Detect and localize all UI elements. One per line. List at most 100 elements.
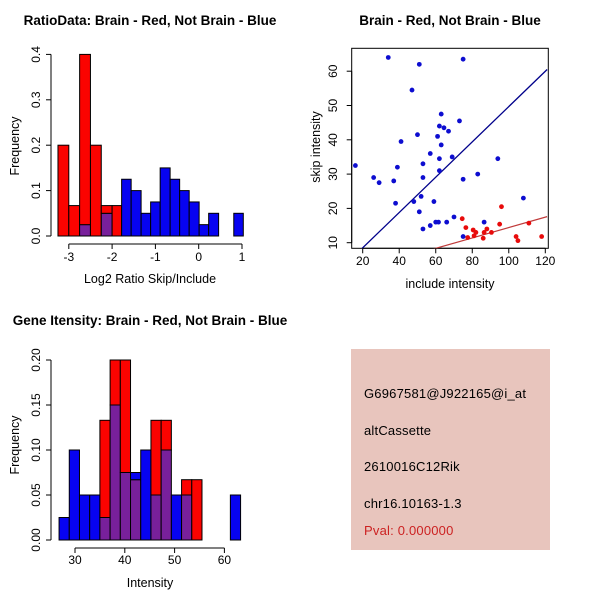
hist-bar-red	[89, 144, 102, 237]
gene-hist-xlabel: Intensity	[126, 576, 174, 590]
hist-bar-blue	[198, 224, 210, 237]
blue-point	[352, 163, 358, 168]
red-point	[489, 230, 494, 235]
blue-point	[376, 180, 382, 186]
hist-bar-blue	[130, 190, 142, 237]
hist-bar-red	[191, 479, 203, 541]
panel-info-box: G6967581@J922165@i_at altCassette 261001…	[300, 300, 600, 600]
hist-bar-overlap	[99, 517, 111, 541]
hist-bar-blue	[159, 167, 171, 237]
x-tick-label: 40	[393, 254, 407, 268]
hist-bar-blue	[68, 449, 80, 541]
blue-point	[415, 132, 420, 138]
hist-bar-red	[68, 205, 81, 237]
scatter-title: Brain - Red, Not Brain - Blue	[359, 13, 541, 28]
blue-point	[436, 123, 442, 129]
hist-bar-blue	[170, 494, 183, 541]
y-tick-label: 20	[326, 201, 340, 215]
scatter-ylabel: skip intensity	[309, 111, 323, 183]
hist-bar-blue	[58, 517, 70, 541]
red-point	[480, 235, 486, 241]
blue-point	[409, 87, 415, 93]
x-tick-label: 40	[118, 553, 132, 567]
blue-point	[457, 118, 462, 124]
y-tick-label: 0.05	[29, 483, 43, 507]
hist-bar-red	[79, 53, 91, 226]
blue-point	[436, 219, 441, 225]
blue-point	[427, 151, 433, 156]
blue-point	[441, 125, 447, 131]
y-tick-label: 0.20	[29, 348, 43, 372]
blue-point	[411, 199, 417, 204]
blue-point	[435, 133, 440, 139]
panel-gene-intensity-histogram: Gene Itensity: Brain - Red, Not Brain - …	[0, 300, 300, 600]
hist-bar-red	[99, 419, 111, 518]
blue-point	[520, 195, 526, 201]
hist-bar-blue	[179, 190, 190, 237]
blue-point	[460, 56, 466, 62]
hist-bar-red	[150, 419, 162, 496]
red-point	[499, 204, 504, 210]
event-type: altCassette	[364, 423, 432, 438]
y-tick-label: 0.10	[29, 438, 43, 462]
hist-bar-red	[100, 205, 113, 214]
blue-point	[371, 175, 377, 180]
blue-point	[481, 219, 487, 225]
hist-bar-blue	[169, 178, 181, 237]
hist-bar-red	[181, 479, 193, 496]
blue-point	[416, 61, 422, 67]
hist-bar-overlap	[79, 224, 91, 237]
hist-bar-blue	[130, 472, 142, 481]
panel-ratio-histogram: RatioData: Brain - Red, Not Brain - Blue…	[0, 0, 300, 300]
blue-point	[420, 175, 426, 180]
x-tick-label: -3	[63, 250, 74, 264]
blue-point	[420, 226, 426, 232]
hist-bar-overlap	[119, 472, 132, 541]
blue-point	[444, 219, 450, 225]
blue-point	[451, 214, 457, 220]
ratio-hist-ylabel: Frequency	[8, 116, 22, 176]
x-tick-label: 30	[68, 553, 82, 567]
hist-bar-red	[57, 144, 70, 237]
blue-point	[431, 199, 437, 204]
y-tick-label: 0.00	[29, 528, 43, 552]
blue-point	[436, 168, 442, 174]
blue-point	[475, 171, 481, 177]
gene-symbol: 2610016C12Rik	[364, 459, 460, 474]
ratio-hist-xlabel: Log2 Ratio Skip/Include	[83, 272, 217, 286]
y-tick-label: 30	[326, 167, 340, 181]
probe-id: G6967581@J922165@i_at	[364, 386, 527, 401]
hist-bar-blue	[229, 494, 242, 541]
panel-intensity-scatter: Brain - Red, Not Brain - Blue 10 20 30 40 50…	[300, 0, 600, 300]
y-tick-label: 10	[326, 236, 340, 250]
hist-bar-overlap	[130, 479, 142, 541]
red-point	[484, 226, 490, 232]
blue-fit-line	[361, 69, 548, 249]
blue-point	[495, 156, 501, 162]
x-tick-label: 1	[239, 250, 246, 264]
x-tick-label: 60	[429, 254, 443, 268]
hist-bar-blue	[78, 494, 91, 541]
blue-point	[416, 209, 422, 215]
hist-bar-blue	[89, 494, 101, 541]
blue-point	[460, 234, 466, 239]
y-tick-label: 0.3	[29, 91, 43, 108]
x-tick-label: 20	[356, 254, 370, 268]
blue-point	[391, 178, 397, 184]
y-tick-label: 0.2	[29, 137, 43, 154]
y-tick-label: 0.15	[29, 393, 43, 417]
gene-hist-ylabel: Frequency	[8, 415, 22, 475]
blue-point	[385, 55, 391, 60]
x-tick-label: -2	[107, 250, 118, 264]
hist-bar-blue	[188, 201, 200, 237]
hist-bar-red	[111, 205, 123, 237]
hist-bar-blue	[140, 449, 152, 541]
pval-text: Pval: 0.000000	[364, 523, 454, 538]
x-tick-label: -1	[150, 250, 161, 264]
blue-point	[394, 164, 400, 170]
blue-point	[436, 156, 442, 162]
red-point	[463, 225, 469, 231]
blue-point	[398, 139, 404, 144]
blue-point	[420, 161, 426, 167]
